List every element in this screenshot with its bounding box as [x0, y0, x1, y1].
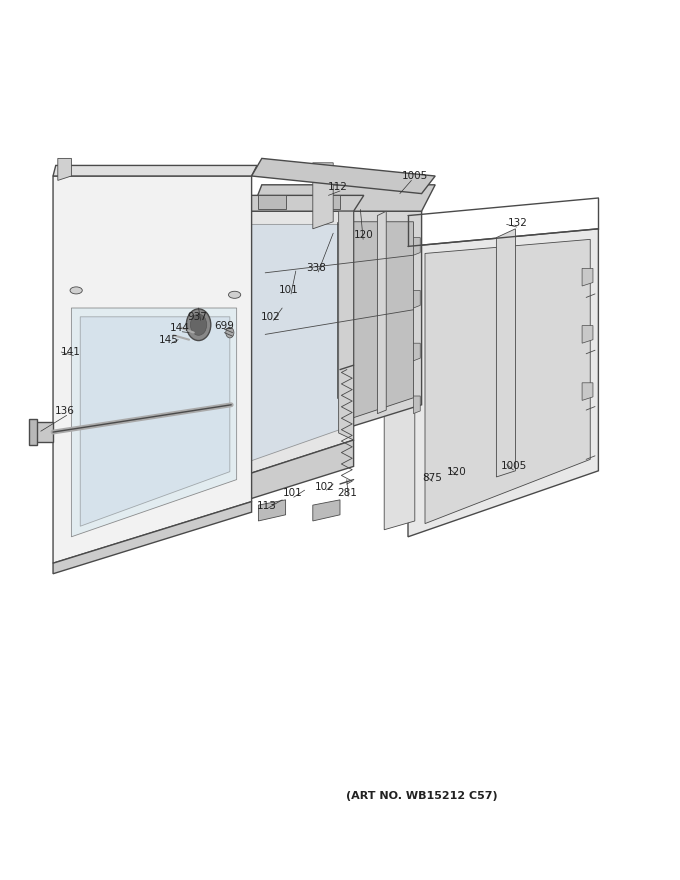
Text: 101: 101	[279, 285, 299, 296]
Polygon shape	[252, 158, 435, 194]
Polygon shape	[163, 440, 354, 526]
Polygon shape	[413, 238, 420, 255]
Polygon shape	[53, 502, 252, 574]
Text: 112: 112	[327, 182, 347, 193]
Polygon shape	[252, 211, 422, 458]
Polygon shape	[339, 211, 354, 440]
Polygon shape	[163, 211, 354, 502]
Text: 101: 101	[282, 488, 303, 498]
Polygon shape	[80, 317, 230, 526]
Polygon shape	[413, 343, 420, 361]
Polygon shape	[582, 383, 593, 400]
Circle shape	[226, 327, 234, 338]
Text: 145: 145	[158, 334, 179, 345]
Polygon shape	[163, 195, 364, 211]
Polygon shape	[204, 500, 231, 521]
Text: (ART NO. WB15212 C57): (ART NO. WB15212 C57)	[346, 791, 497, 802]
Circle shape	[190, 314, 207, 335]
Polygon shape	[53, 165, 257, 176]
Polygon shape	[313, 163, 333, 229]
Text: 141: 141	[61, 347, 81, 357]
Text: 875: 875	[422, 473, 442, 483]
Polygon shape	[34, 422, 53, 442]
Polygon shape	[265, 222, 413, 447]
Text: 120: 120	[354, 230, 374, 240]
Polygon shape	[163, 211, 180, 502]
Text: 102: 102	[260, 312, 281, 322]
Ellipse shape	[70, 287, 82, 294]
Polygon shape	[496, 229, 515, 477]
Polygon shape	[413, 290, 420, 308]
Text: 102: 102	[315, 481, 335, 492]
Polygon shape	[408, 229, 598, 537]
Polygon shape	[313, 500, 340, 521]
Text: 699: 699	[214, 320, 235, 331]
Text: 338: 338	[306, 263, 326, 274]
Text: 113: 113	[256, 501, 277, 511]
Text: 1005: 1005	[402, 171, 428, 181]
Text: 937: 937	[187, 312, 207, 322]
Polygon shape	[582, 268, 593, 286]
Polygon shape	[53, 176, 252, 563]
Ellipse shape	[228, 291, 241, 298]
Polygon shape	[582, 326, 593, 343]
Polygon shape	[313, 195, 340, 209]
Text: 281: 281	[337, 488, 357, 498]
Polygon shape	[204, 195, 231, 209]
Circle shape	[186, 309, 211, 341]
Polygon shape	[258, 195, 286, 209]
Polygon shape	[29, 419, 37, 445]
Polygon shape	[252, 185, 435, 211]
Polygon shape	[258, 500, 286, 521]
Polygon shape	[377, 211, 386, 414]
Text: 144: 144	[170, 323, 190, 334]
Text: 1005: 1005	[501, 461, 527, 472]
Polygon shape	[413, 396, 420, 414]
Polygon shape	[58, 158, 71, 180]
Text: 132: 132	[508, 217, 528, 228]
Polygon shape	[384, 246, 415, 530]
Text: 120: 120	[446, 466, 466, 477]
Text: 136: 136	[54, 406, 75, 416]
Polygon shape	[180, 224, 345, 486]
Polygon shape	[425, 239, 590, 524]
Polygon shape	[71, 308, 237, 537]
